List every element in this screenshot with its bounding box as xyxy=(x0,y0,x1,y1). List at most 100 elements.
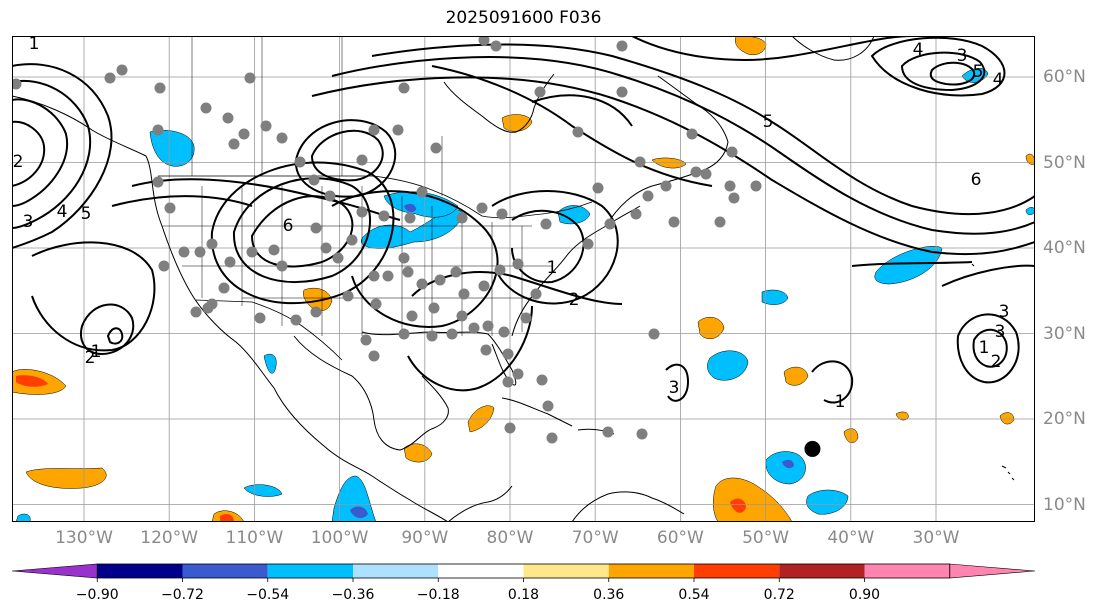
colorbar-extend-high xyxy=(949,563,1036,579)
height-contour-line xyxy=(371,43,1035,216)
station-dot xyxy=(324,190,336,202)
station-dot xyxy=(490,40,502,52)
height-contour-line xyxy=(491,190,619,305)
station-dot xyxy=(360,334,372,346)
station-dot xyxy=(398,82,410,94)
longitude-label: 110°W xyxy=(225,528,284,548)
positive-anomaly-patch xyxy=(999,412,1015,425)
longitude-label: 80°W xyxy=(486,528,534,548)
height-contour-line xyxy=(431,65,713,187)
province-lines xyxy=(191,36,443,196)
colorbar-segment xyxy=(267,564,353,578)
contour-label: 3 xyxy=(957,46,968,66)
height-contour-line xyxy=(250,195,354,268)
longitude-label: 120°W xyxy=(140,528,199,548)
station-dot xyxy=(320,242,332,254)
colorbar-segment xyxy=(608,564,694,578)
station-dot xyxy=(310,222,322,234)
storm-center-marker xyxy=(804,440,821,457)
station-dot xyxy=(368,350,380,362)
colorbar-tick-label: −0.72 xyxy=(161,587,204,603)
station-dot xyxy=(530,288,542,300)
us-mexico-border xyxy=(195,299,343,361)
latitude-label: 30°N xyxy=(1043,323,1086,344)
contour-label: 5 xyxy=(81,204,92,224)
station-dot xyxy=(116,64,128,76)
station-dot xyxy=(642,190,654,202)
greenland-coast xyxy=(791,36,875,61)
negative-core xyxy=(350,506,368,519)
height-contour-line xyxy=(311,76,1035,256)
colorbar-segment xyxy=(438,564,524,578)
height-contour-line xyxy=(12,98,69,207)
station-dot xyxy=(482,320,494,332)
station-dot xyxy=(276,260,288,272)
positive-anomaly-patch xyxy=(783,366,809,386)
longitude-label: 60°W xyxy=(656,528,704,548)
contour-label: 4 xyxy=(913,40,924,60)
negative-anomaly-patch xyxy=(806,489,849,515)
station-dot xyxy=(244,72,256,84)
station-dot xyxy=(406,310,418,322)
height-contour-line xyxy=(941,264,1035,287)
map-border xyxy=(12,36,1035,522)
station-dot xyxy=(572,126,584,138)
station-dot xyxy=(478,36,490,46)
station-dot xyxy=(224,256,236,268)
station-dot xyxy=(218,282,230,294)
station-dot xyxy=(604,218,616,230)
height-contour-line xyxy=(929,61,976,86)
cuba-coast xyxy=(501,397,573,427)
station-dot xyxy=(690,166,702,178)
station-dot xyxy=(276,132,288,144)
height-contour-line xyxy=(956,313,1020,384)
height-contour-line xyxy=(106,327,124,345)
station-dot xyxy=(416,186,428,198)
colorbar-segment xyxy=(864,564,950,578)
station-dot xyxy=(152,124,164,136)
station-dot xyxy=(12,78,22,90)
colorbar-tick-label: 0.54 xyxy=(678,587,710,603)
station-dot xyxy=(428,302,440,314)
colorbar xyxy=(11,563,1036,582)
station-dot xyxy=(200,102,212,114)
positive-anomaly-patch xyxy=(25,467,107,489)
station-dot xyxy=(368,124,380,136)
negative-anomaly-patch xyxy=(765,451,806,485)
station-dot xyxy=(668,216,680,228)
height-contour-line xyxy=(331,190,499,328)
colorbar-tick-label: 0.18 xyxy=(507,587,540,603)
height-contour-line xyxy=(511,209,585,284)
station-dot xyxy=(542,400,554,412)
height-contour-line xyxy=(631,36,913,61)
station-dot xyxy=(456,212,468,224)
station-dot xyxy=(310,306,322,318)
height-contours xyxy=(12,36,1035,404)
colorbar-tick-label: −0.90 xyxy=(75,587,119,603)
station-dot xyxy=(342,290,354,302)
positive-anomaly-patch xyxy=(501,114,533,132)
station-dot xyxy=(686,128,698,140)
station-dot xyxy=(630,208,642,220)
station-dot xyxy=(370,298,382,310)
contour-label: 3 xyxy=(999,302,1010,322)
station-dot xyxy=(206,238,218,250)
contour-label: 3 xyxy=(995,322,1006,342)
station-dot xyxy=(502,348,514,360)
height-contour-line xyxy=(232,177,371,284)
station-dot xyxy=(582,238,594,250)
station-dot xyxy=(616,40,628,52)
height-contour-line xyxy=(331,56,1035,235)
station-dot xyxy=(750,180,762,192)
height-contour-line xyxy=(851,261,973,267)
station-dot xyxy=(520,312,532,324)
colorbar-tick-label: 0.72 xyxy=(763,587,795,603)
station-dot xyxy=(512,368,524,380)
longitude-label: 40°W xyxy=(827,528,875,548)
positive-anomaly-patch xyxy=(1025,153,1035,165)
contour-label: 2 xyxy=(991,352,1002,372)
station-dot xyxy=(504,422,516,434)
station-dot xyxy=(636,428,648,440)
positive-core xyxy=(16,375,48,387)
